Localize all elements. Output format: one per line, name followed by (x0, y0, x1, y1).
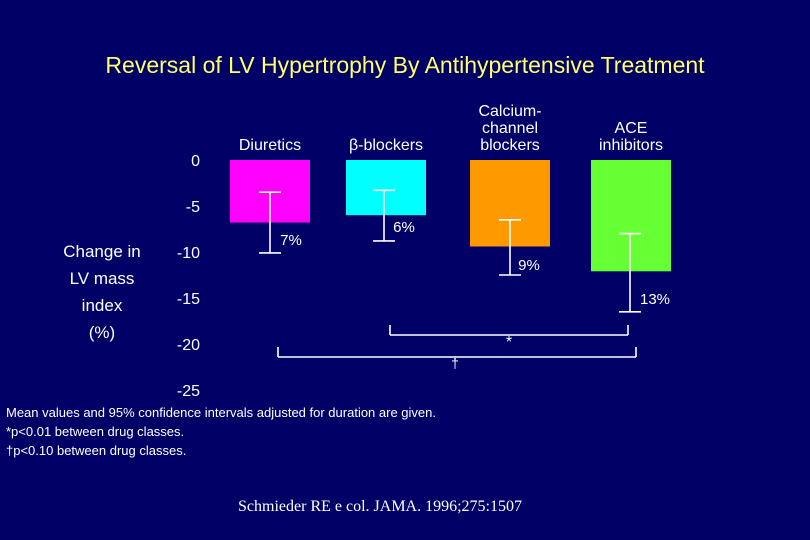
y-tick-label: -5 (186, 199, 200, 216)
y-tick-label: -15 (177, 291, 200, 308)
category-label: blockers (480, 137, 540, 154)
y-tick-label: -20 (177, 337, 200, 354)
footnote-p10: †p<0.10 between drug classes. (6, 443, 187, 458)
category-label: Diuretics (239, 137, 301, 154)
y-axis-label: Change in LV mass index (%) (50, 238, 154, 346)
significance-symbol: * (506, 334, 512, 351)
citation: Schmieder RE e col. JAMA. 1996;275:1507 (238, 498, 522, 515)
data-label: 6% (393, 219, 415, 236)
data-label: 9% (518, 257, 540, 274)
y-axis-label-line: (%) (88, 323, 116, 342)
category-label: inhibitors (599, 137, 663, 154)
y-axis-label-line: index (81, 296, 123, 315)
category-label: Calcium- (478, 103, 541, 120)
footnote-p01: *p<0.01 between drug classes. (6, 424, 185, 439)
data-label: 7% (280, 232, 302, 249)
chart-title: Reversal of LV Hypertrophy By Antihypert… (105, 52, 705, 78)
bar (346, 160, 426, 216)
y-tick-label: 0 (191, 153, 200, 170)
category-label: channel (482, 120, 538, 137)
significance-symbol: † (451, 355, 459, 371)
footnotes: Mean values and 95% confidence intervals… (6, 403, 436, 460)
bar (591, 160, 671, 272)
footnote-ci: Mean values and 95% confidence intervals… (6, 405, 436, 420)
data-label: 13% (640, 291, 670, 308)
y-axis-label-line: Change in (63, 242, 141, 261)
category-label: β-blockers (349, 137, 423, 154)
y-tick-label: -25 (177, 383, 200, 400)
category-label: ACE (615, 120, 648, 137)
y-tick-label: -10 (177, 245, 200, 262)
y-axis-label-line: LV mass (69, 269, 135, 288)
